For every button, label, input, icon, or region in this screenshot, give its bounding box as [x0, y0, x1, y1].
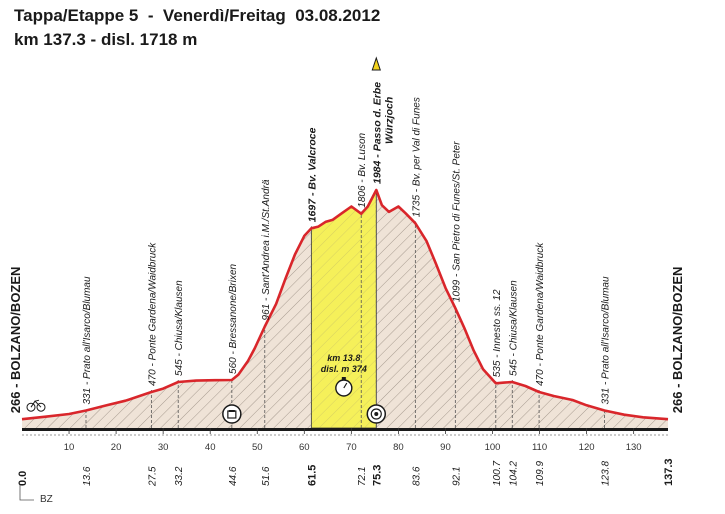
km-label: 137.3: [663, 458, 675, 486]
stopwatch-hand: [343, 382, 348, 389]
km-label: 92.1: [451, 467, 462, 486]
waypoint-label: 470 - Ponte Gardena/Waidbruck: [147, 242, 158, 386]
waypoint-label: 535 - Innesto ss. 12: [492, 289, 503, 377]
x-tick-label: 100: [485, 442, 501, 453]
x-tick-label: 30: [158, 442, 169, 453]
profile-line: [21, 188, 669, 421]
waypoint-label: 1099 - San Pietro di Funes/St. Peter: [451, 141, 462, 302]
km-label: 0.0: [17, 471, 29, 486]
x-tick-label: 60: [299, 442, 310, 453]
bicycle-icon: [26, 399, 46, 412]
km-label: 104.2: [508, 461, 519, 486]
x-tick-label: 20: [111, 442, 122, 453]
x-tick-label: 110: [532, 442, 547, 453]
start-label: 266 - BOLZANO/BOZEN: [8, 267, 23, 414]
waypoint-label: 560 - Bressanone/Brixen: [228, 263, 239, 374]
climb-length-label: km 13.8: [327, 353, 360, 363]
x-tick-label: 130: [626, 442, 642, 453]
waypoint-label: 331 - Prato all'Isarco/Blumau: [600, 276, 611, 405]
page-title: Tappa/Etappe 5 - Venerdì/Freitag 03.08.2…: [14, 6, 381, 25]
x-tick-label: 40: [205, 442, 216, 453]
km-label: 109.9: [535, 461, 546, 486]
waypoint-label: 1697 - Bv. Valcroce: [306, 127, 318, 222]
corner-mark: [19, 484, 34, 501]
climb-highlight-hatch: [311, 190, 377, 428]
icon-inner: [370, 408, 382, 420]
page-subtitle: km 137.3 - disl. 1718 m: [14, 30, 198, 49]
x-axis-bar: [22, 428, 668, 431]
km-label: 100.7: [492, 461, 503, 486]
waypoint-label: 545 - Chiusa/Klausen: [508, 280, 519, 376]
km-label: 83.6: [411, 466, 422, 486]
x-tick-label: 120: [579, 442, 595, 453]
km-label: 75.3: [371, 465, 383, 486]
stopwatch-button: [341, 377, 346, 380]
waypoint-label: 331 - Prato all'Isarco/Blumau: [82, 276, 93, 405]
waypoint-label-2: Würzjoch: [383, 97, 395, 144]
flag-triangle: [371, 56, 381, 71]
waypoint-label: 1984 - Passo d. Erbe: [371, 82, 383, 184]
km-label: 61.5: [306, 465, 318, 486]
km-label: 72.1: [357, 467, 368, 486]
x-tick-label: 90: [440, 442, 451, 453]
bike-wheel: [26, 402, 36, 412]
x-tick-label: 70: [346, 442, 357, 453]
x-tick-label: 80: [393, 442, 404, 453]
km-label: 51.6: [261, 466, 272, 486]
waypoint-label: 1735 - Bv. per Val di Funes: [411, 97, 422, 217]
x-tick-label: 10: [64, 442, 75, 453]
x-tick-label: 50: [252, 442, 263, 453]
km-label: 33.2: [174, 466, 185, 486]
waypoint-label: 961 - Sant'Andrea i.M./St.Andrä: [261, 179, 272, 320]
bike-wheel: [36, 402, 46, 412]
icon-ring: [222, 404, 242, 424]
corner-label: BZ: [40, 494, 53, 505]
waypoint-label: 1806 - Bv. Luson: [357, 132, 368, 207]
summit-icon: [366, 404, 387, 424]
summit-flag-icon: [371, 56, 381, 71]
bike-frame: [30, 399, 42, 408]
waypoint-label: 470 - Ponte Gardena/Waidbruck: [535, 242, 546, 386]
km-label: 123.8: [600, 461, 611, 486]
icon-dot: [374, 412, 379, 416]
km-label: 27.5: [147, 466, 158, 487]
waypoint-label: 545 - Chiusa/Klausen: [174, 280, 185, 376]
climb-gain-label: disl. m 374: [321, 364, 367, 374]
finish-label: 266 - BOLZANO/BOZEN: [670, 267, 685, 414]
stopwatch-icon: [335, 377, 353, 397]
feed-zone-icon: [222, 404, 242, 424]
km-label: 13.6: [82, 466, 93, 486]
km-label: 44.6: [228, 466, 239, 486]
